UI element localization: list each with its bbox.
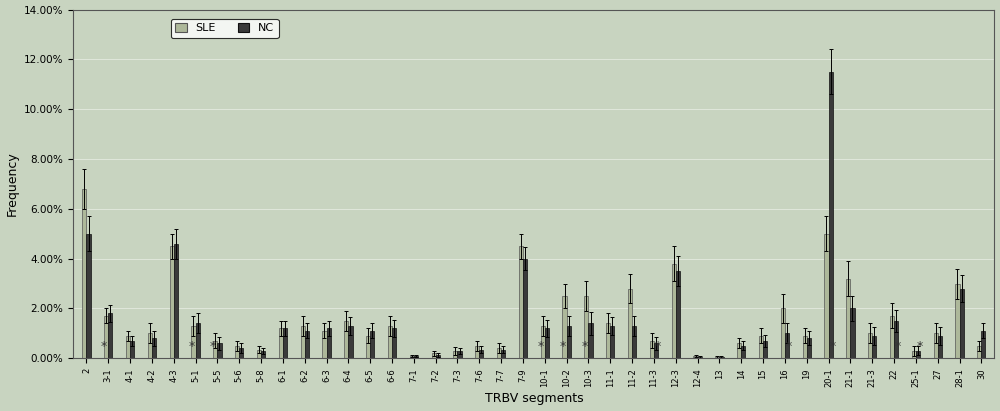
Bar bbox=[759, 336, 763, 358]
Bar bbox=[519, 246, 523, 358]
Bar bbox=[104, 316, 108, 358]
Bar bbox=[436, 355, 440, 358]
Bar bbox=[719, 357, 724, 358]
Bar bbox=[632, 326, 636, 358]
Bar bbox=[676, 271, 680, 358]
Bar bbox=[763, 341, 767, 358]
Bar bbox=[981, 331, 985, 358]
Bar bbox=[479, 350, 483, 358]
Bar bbox=[344, 321, 348, 358]
Bar bbox=[934, 333, 938, 358]
Bar bbox=[894, 321, 898, 358]
Text: *: * bbox=[538, 340, 544, 353]
Bar bbox=[872, 336, 876, 358]
Bar bbox=[388, 326, 392, 358]
Bar bbox=[213, 341, 217, 358]
Bar bbox=[327, 328, 331, 358]
Text: *: * bbox=[917, 340, 923, 353]
Bar bbox=[803, 336, 807, 358]
Bar bbox=[432, 353, 436, 358]
Bar bbox=[606, 323, 610, 358]
Bar bbox=[698, 357, 702, 358]
Bar bbox=[126, 336, 130, 358]
Bar bbox=[305, 331, 309, 358]
Bar bbox=[501, 350, 505, 358]
Text: *: * bbox=[581, 340, 587, 353]
Bar bbox=[414, 356, 418, 358]
Bar bbox=[562, 296, 567, 358]
Legend: SLE, NC: SLE, NC bbox=[171, 18, 279, 38]
Bar bbox=[148, 333, 152, 358]
Bar bbox=[410, 356, 414, 358]
Text: *: * bbox=[655, 340, 661, 353]
Text: *: * bbox=[559, 340, 566, 353]
X-axis label: TRBV segments: TRBV segments bbox=[485, 393, 583, 405]
Bar bbox=[130, 341, 134, 358]
Text: *: * bbox=[786, 340, 792, 353]
Text: *: * bbox=[101, 340, 107, 353]
Bar bbox=[370, 331, 374, 358]
Bar bbox=[348, 326, 353, 358]
Bar bbox=[475, 346, 479, 358]
Bar bbox=[912, 351, 916, 358]
Bar bbox=[497, 349, 501, 358]
Bar bbox=[610, 326, 614, 358]
Bar bbox=[301, 326, 305, 358]
Bar bbox=[628, 289, 632, 358]
Text: *: * bbox=[830, 340, 836, 353]
Bar bbox=[650, 341, 654, 358]
Bar bbox=[541, 326, 545, 358]
Bar bbox=[392, 328, 396, 358]
Bar bbox=[960, 289, 964, 358]
Bar bbox=[654, 343, 658, 358]
Bar bbox=[829, 72, 833, 358]
Bar bbox=[170, 246, 174, 358]
Bar bbox=[366, 336, 370, 358]
Bar bbox=[279, 328, 283, 358]
Text: *: * bbox=[188, 340, 195, 353]
Bar bbox=[239, 349, 243, 358]
Bar bbox=[257, 350, 261, 358]
Bar bbox=[453, 351, 457, 358]
Bar bbox=[584, 296, 588, 358]
Bar bbox=[152, 338, 156, 358]
Bar bbox=[807, 338, 811, 358]
Bar bbox=[916, 351, 920, 358]
Bar bbox=[737, 343, 741, 358]
Bar bbox=[108, 314, 112, 358]
Bar bbox=[196, 323, 200, 358]
Bar bbox=[235, 346, 239, 358]
Bar bbox=[868, 333, 872, 358]
Bar bbox=[457, 351, 462, 358]
Bar bbox=[322, 331, 327, 358]
Bar bbox=[850, 309, 855, 358]
Bar bbox=[938, 336, 942, 358]
Bar bbox=[217, 343, 222, 358]
Bar bbox=[846, 279, 850, 358]
Text: *: * bbox=[895, 340, 901, 353]
Bar bbox=[890, 316, 894, 358]
Bar bbox=[977, 346, 981, 358]
Bar bbox=[955, 284, 960, 358]
Bar bbox=[741, 346, 745, 358]
Bar bbox=[588, 323, 593, 358]
Y-axis label: Frequency: Frequency bbox=[6, 152, 19, 216]
Bar bbox=[86, 234, 91, 358]
Bar bbox=[174, 244, 178, 358]
Bar bbox=[283, 328, 287, 358]
Bar bbox=[672, 263, 676, 358]
Bar bbox=[191, 326, 196, 358]
Bar bbox=[545, 328, 549, 358]
Bar bbox=[82, 189, 86, 358]
Bar bbox=[781, 309, 785, 358]
Bar bbox=[261, 351, 265, 358]
Bar bbox=[715, 357, 719, 358]
Text: *: * bbox=[210, 340, 216, 353]
Bar bbox=[693, 356, 698, 358]
Bar bbox=[567, 326, 571, 358]
Bar bbox=[523, 259, 527, 358]
Bar bbox=[785, 333, 789, 358]
Bar bbox=[824, 234, 829, 358]
